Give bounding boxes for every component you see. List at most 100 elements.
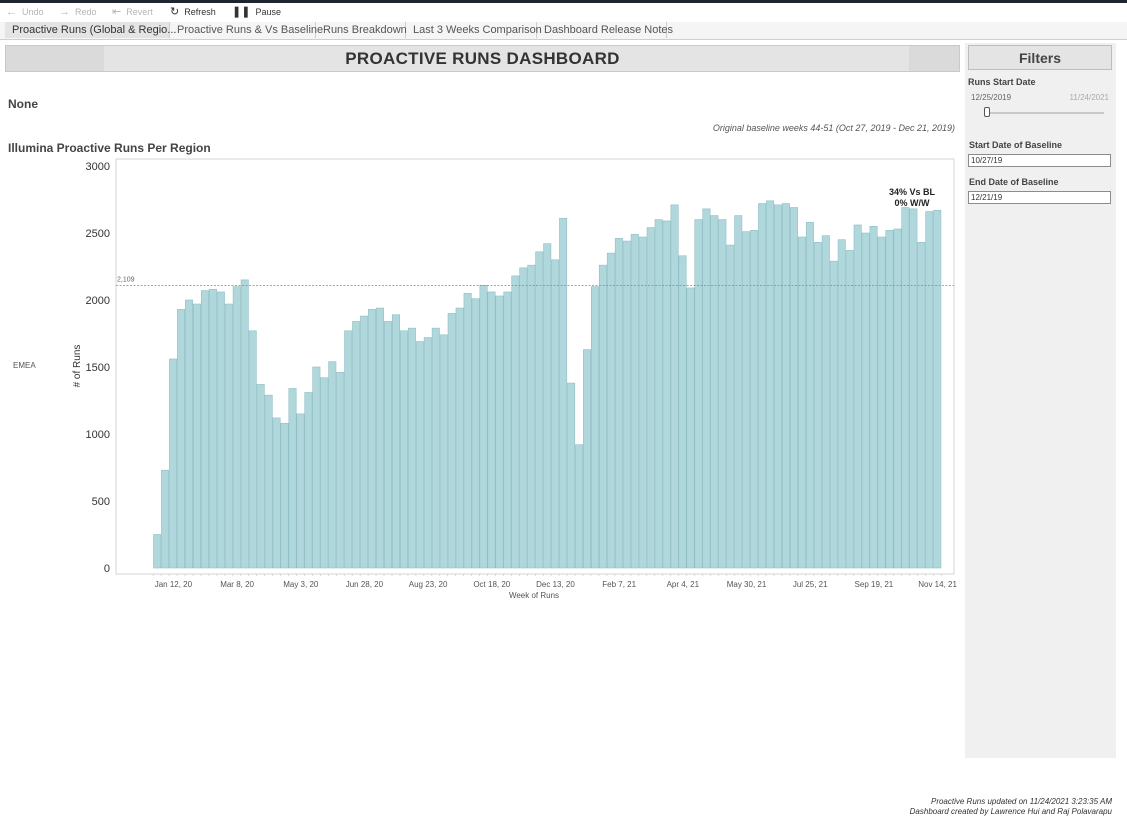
bar[interactable] — [535, 251, 544, 569]
tab-runs-breakdown[interactable]: Runs Breakdown — [316, 22, 407, 38]
bar[interactable] — [447, 313, 456, 569]
bar[interactable] — [869, 226, 878, 569]
bar[interactable] — [471, 298, 480, 569]
runs-start-date-slider-handle[interactable] — [984, 107, 990, 117]
bar[interactable] — [312, 366, 321, 569]
bar[interactable] — [264, 394, 273, 569]
bar[interactable] — [821, 235, 830, 569]
bar[interactable] — [455, 307, 464, 569]
bar[interactable] — [463, 292, 472, 569]
bar[interactable] — [527, 264, 536, 569]
runs-bar-chart[interactable]: 0 500 1000 1500 2000 2500 3000 2,109 Jan 12, 2… — [0, 0, 960, 610]
refresh-button[interactable]: ↻ Refresh — [170, 5, 216, 20]
baseline-start-input[interactable]: 10/27/19 — [968, 154, 1111, 167]
bar[interactable] — [622, 240, 631, 569]
bar[interactable] — [169, 358, 178, 569]
tab-last-3-weeks-comparison[interactable]: Last 3 Weeks Comparison — [406, 22, 542, 38]
bar[interactable] — [575, 444, 584, 569]
bar[interactable] — [583, 349, 592, 569]
baseline-end-input[interactable]: 12/21/19 — [968, 191, 1111, 204]
bar[interactable] — [829, 260, 838, 569]
bar[interactable] — [439, 334, 448, 569]
bar[interactable] — [686, 287, 695, 569]
bar[interactable] — [797, 236, 806, 569]
tab-proactive-runs-vs-baseline[interactable]: Proactive Runs & Vs Baseline — [170, 22, 323, 38]
bar[interactable] — [272, 417, 281, 569]
tab-proactive-runs-global[interactable]: Proactive Runs (Global & Regio... — [5, 22, 176, 38]
bar[interactable] — [328, 361, 337, 569]
bar[interactable] — [360, 315, 369, 569]
bar[interactable] — [248, 330, 257, 569]
bar[interactable] — [320, 377, 329, 569]
bar[interactable] — [423, 337, 432, 569]
bar[interactable] — [376, 307, 385, 569]
bar[interactable] — [559, 217, 568, 569]
bar[interactable] — [702, 208, 711, 569]
tab-dashboard-release-notes[interactable]: Dashboard Release Notes — [537, 22, 673, 38]
bar[interactable] — [901, 207, 910, 569]
bar[interactable] — [598, 264, 607, 569]
bar[interactable] — [654, 219, 663, 569]
bar[interactable] — [670, 204, 679, 569]
bar[interactable] — [710, 215, 719, 569]
bar[interactable] — [837, 239, 846, 569]
bar[interactable] — [758, 203, 767, 569]
bar[interactable] — [344, 330, 353, 569]
bar[interactable] — [789, 207, 798, 569]
bar[interactable] — [431, 327, 440, 569]
runs-start-date-slider-track[interactable] — [984, 112, 1104, 114]
bar[interactable] — [646, 227, 655, 569]
bar[interactable] — [391, 314, 400, 569]
bar[interactable] — [200, 290, 209, 569]
bar[interactable] — [495, 295, 504, 569]
bar[interactable] — [606, 252, 615, 569]
bar[interactable] — [638, 236, 647, 569]
bar[interactable] — [877, 236, 886, 569]
bar[interactable] — [280, 422, 289, 569]
bar[interactable] — [399, 330, 408, 569]
bar[interactable] — [774, 204, 783, 569]
bar[interactable] — [853, 224, 862, 569]
bar[interactable] — [718, 219, 727, 569]
bar[interactable] — [567, 382, 576, 569]
bar[interactable] — [630, 234, 639, 569]
bar[interactable] — [694, 219, 703, 569]
bar[interactable] — [750, 230, 759, 569]
bar[interactable] — [479, 284, 488, 569]
bar[interactable] — [503, 291, 512, 569]
bar[interactable] — [543, 243, 552, 569]
redo-button[interactable]: → Redo — [59, 5, 97, 20]
bar[interactable] — [551, 259, 560, 569]
bar[interactable] — [805, 221, 814, 569]
bar[interactable] — [256, 384, 265, 569]
bar[interactable] — [216, 291, 225, 569]
bar[interactable] — [384, 321, 392, 569]
bar[interactable] — [909, 208, 918, 569]
bar[interactable] — [240, 279, 249, 569]
bar[interactable] — [352, 321, 361, 569]
bar[interactable] — [224, 303, 233, 569]
bar[interactable] — [487, 291, 496, 569]
bar[interactable] — [288, 388, 297, 569]
bar[interactable] — [614, 238, 623, 569]
bar[interactable] — [185, 299, 193, 569]
undo-button[interactable]: ← Undo — [6, 5, 44, 20]
bar[interactable] — [232, 286, 241, 569]
bar[interactable] — [161, 469, 170, 569]
bar[interactable] — [304, 392, 313, 569]
bar[interactable] — [519, 267, 528, 569]
bar[interactable] — [845, 250, 854, 569]
bar[interactable] — [208, 288, 217, 569]
bar[interactable] — [193, 303, 201, 569]
bar[interactable] — [678, 255, 687, 569]
bar[interactable] — [933, 209, 942, 569]
bar[interactable] — [177, 309, 186, 569]
bar[interactable] — [734, 215, 743, 569]
bar[interactable] — [742, 231, 751, 569]
bar[interactable] — [511, 275, 520, 569]
bar[interactable] — [813, 242, 822, 569]
bar[interactable] — [893, 228, 902, 569]
bar[interactable] — [590, 286, 599, 569]
bar[interactable] — [885, 230, 894, 569]
bar[interactable] — [368, 309, 377, 569]
